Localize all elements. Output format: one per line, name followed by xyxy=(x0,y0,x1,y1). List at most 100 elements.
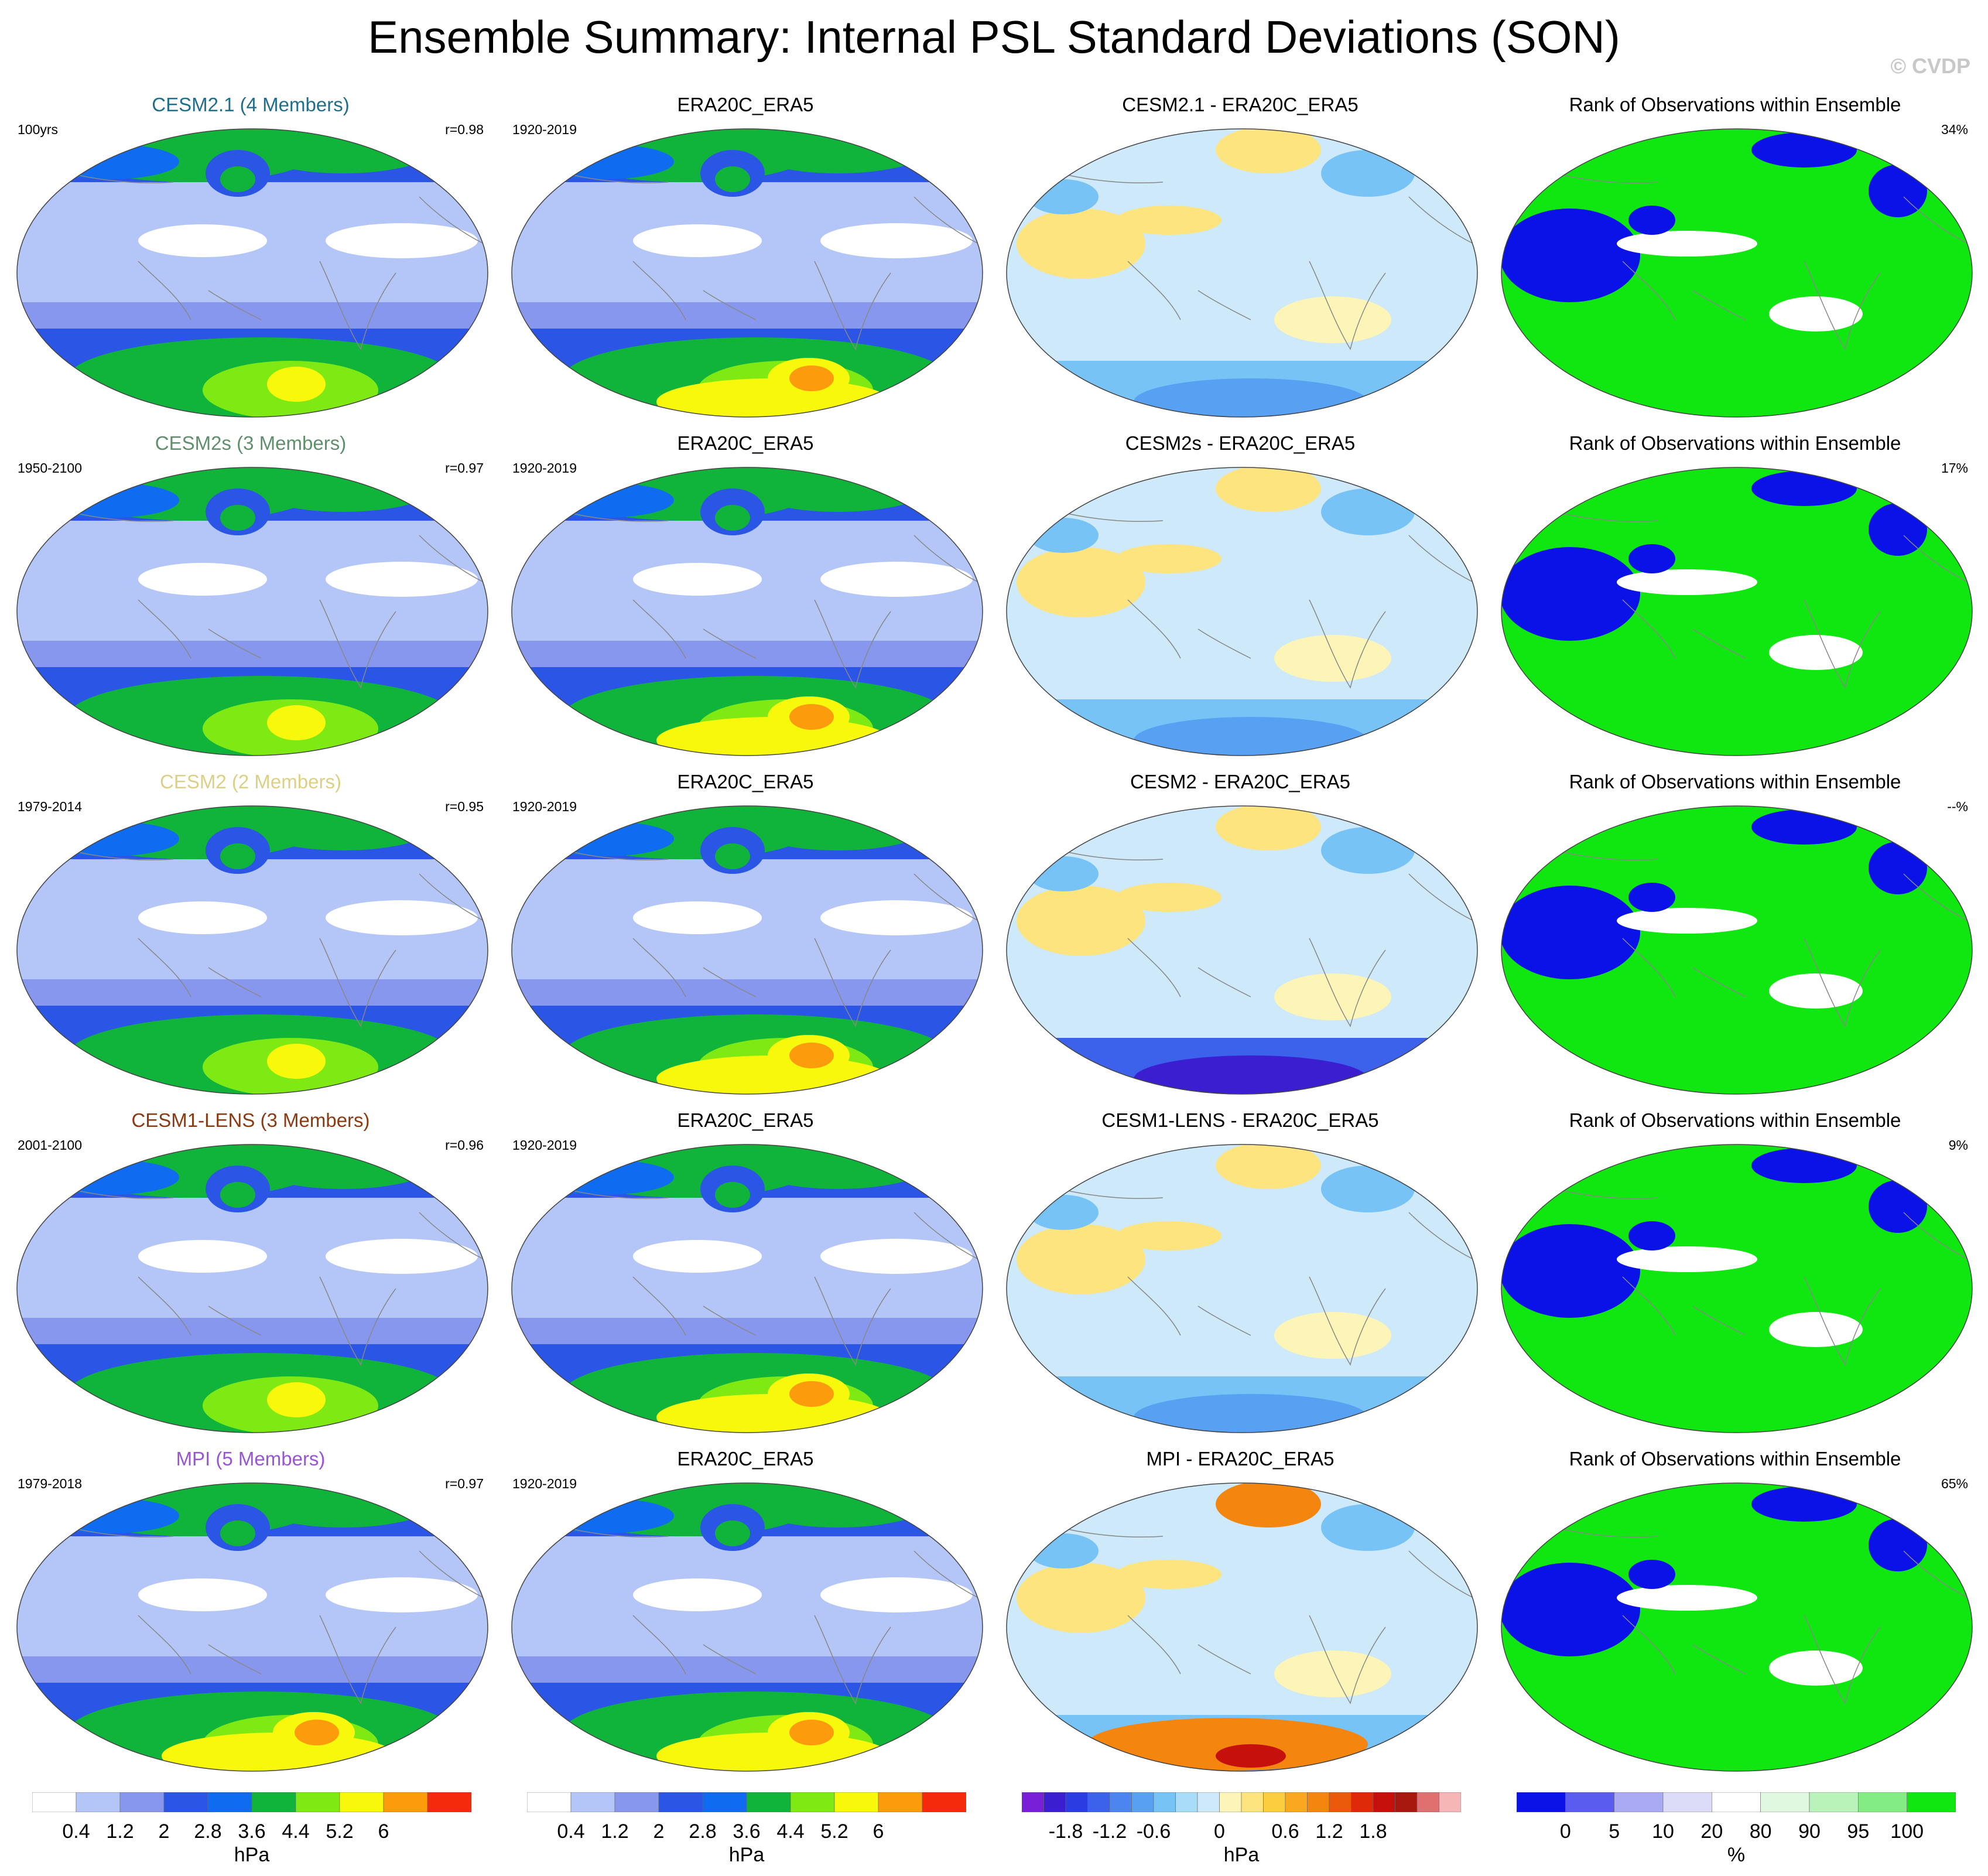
coastline-0 xyxy=(1903,1212,1969,1260)
rank-indian-ocean-low xyxy=(1501,1563,1640,1656)
std-tropical-min-west xyxy=(138,1240,267,1273)
colorbar-tick-label: 0.4 xyxy=(557,1820,585,1843)
map-border xyxy=(511,128,983,418)
map-panel-model-row2: CESM2s (3 Members) 1950-2100 r=0.97 xyxy=(5,432,497,760)
panel-title: CESM1-LENS (3 Members) xyxy=(131,1109,370,1131)
colorbar-swatch xyxy=(76,1792,121,1812)
map-panel-diff-row1: CESM2.1 - ERA20C_ERA5 xyxy=(994,94,1486,422)
std-peak-orange xyxy=(789,1381,834,1407)
map-panel-diff-row4: CESM1-LENS - ERA20C_ERA5 xyxy=(994,1109,1486,1437)
map-border xyxy=(1006,467,1478,756)
std-tropical-min-west xyxy=(633,1240,762,1273)
colorbar-swatch xyxy=(1175,1792,1198,1812)
map-panel-obs-row5: ERA20C_ERA5 1920-2019 xyxy=(499,1448,991,1776)
period-label: 1979-2018 xyxy=(18,1476,82,1491)
coastline-1 xyxy=(319,938,396,1027)
diff-arctic-anom xyxy=(1216,806,1321,850)
std-aleutian-core xyxy=(220,1520,255,1546)
map-panel-rank-row4: Rank of Observations within Ensemble 9% xyxy=(1489,1109,1981,1437)
map-panel-obs-row1: ERA20C_ERA5 1920-2019 xyxy=(499,94,991,422)
panel-title: CESM2s (3 Members) xyxy=(155,432,347,454)
coastline-3 xyxy=(1127,938,1181,997)
std-tropical-min-west xyxy=(633,1578,762,1611)
rank-indian-ocean-low xyxy=(1501,1224,1640,1318)
rank-percent-label: 34% xyxy=(1941,122,1968,137)
colorbar-obs: 0.4 1.2 2 2.8 3.6 4.4 5.2 6 hPa xyxy=(527,1792,972,1868)
map-panel-model-row5: MPI (5 Members) 1979-2018 r=0.97 xyxy=(5,1448,497,1776)
colorbar-tick-label: 0.6 xyxy=(1271,1820,1299,1843)
std-peak-orange xyxy=(789,1720,834,1745)
world-map-obs xyxy=(510,465,984,758)
diff-indian-ocean-pos xyxy=(1017,547,1145,617)
panel-title: ERA20C_ERA5 xyxy=(677,771,814,792)
std-aleutian-core xyxy=(715,1182,750,1208)
panel-title: ERA20C_ERA5 xyxy=(677,1109,814,1131)
rank-percent-label: --% xyxy=(1947,799,1968,814)
std-aleutian-core xyxy=(220,505,255,531)
std-aleutian-core xyxy=(220,843,255,869)
map-panel-obs-row3: ERA20C_ERA5 1920-2019 xyxy=(499,771,991,1099)
colorbar-swatch xyxy=(746,1792,791,1812)
coastline-4 xyxy=(1692,1306,1746,1336)
coastline-1 xyxy=(1309,1615,1386,1704)
colorbar-swatch xyxy=(1858,1792,1907,1812)
correlation-label: r=0.97 xyxy=(445,460,484,476)
colorbar-swatch xyxy=(1065,1792,1088,1812)
coastline-3 xyxy=(1622,599,1676,659)
rank-arctic-low xyxy=(1751,809,1857,845)
colorbar-unit: hPa xyxy=(1223,1844,1260,1866)
colorbar-swatch xyxy=(1614,1792,1664,1812)
colorbar-swatch xyxy=(702,1792,747,1812)
coastline-1 xyxy=(319,599,396,689)
rank-arctic-low xyxy=(1751,471,1857,506)
coastline-1 xyxy=(814,1276,891,1366)
world-map-model xyxy=(15,1481,490,1774)
diff-south-pacific-pos xyxy=(1274,1312,1391,1359)
colorbar-swatch xyxy=(1809,1792,1859,1812)
diff-tropical-pos xyxy=(1116,883,1221,912)
map-panel-rank-row5: Rank of Observations within Ensemble 65% xyxy=(1489,1448,1981,1776)
coastline-4 xyxy=(1692,1644,1746,1675)
std-tropical-min-east xyxy=(326,900,478,935)
map-border xyxy=(1006,1144,1478,1433)
coastline-3 xyxy=(1622,1615,1676,1675)
colorbar-swatch xyxy=(207,1792,252,1812)
coastline-1 xyxy=(319,261,396,350)
std-peak-yellow xyxy=(267,1382,326,1417)
cvdp-watermark: © CVDP xyxy=(1890,54,1970,78)
coastline-4 xyxy=(208,967,262,997)
colorbar-tick-label: 1.2 xyxy=(1315,1820,1343,1843)
coastline-0 xyxy=(419,1550,484,1598)
panel-title: ERA20C_ERA5 xyxy=(677,432,814,454)
map-border xyxy=(16,128,488,418)
colorbar-tick-label: 6 xyxy=(378,1820,389,1843)
std-tropical-min-west xyxy=(633,224,762,257)
correlation-label: r=0.95 xyxy=(445,799,484,814)
world-map-diff xyxy=(1005,804,1479,1096)
rank-percent-label: 17% xyxy=(1941,460,1968,476)
coastline-3 xyxy=(632,1276,686,1336)
rank-north-atlantic-low xyxy=(1869,1180,1927,1233)
world-map-rank xyxy=(1500,1142,1974,1435)
colorbar-swatch xyxy=(383,1792,428,1812)
coastline-4 xyxy=(1197,290,1251,320)
diff-mpi-peak xyxy=(1216,1744,1286,1768)
std-europe xyxy=(533,821,674,856)
rank-south-pacific-mid xyxy=(1769,973,1863,1009)
coastline-3 xyxy=(1127,599,1181,659)
diff-arctic-anom xyxy=(1216,129,1321,173)
colorbar-tick-label: 80 xyxy=(1749,1820,1772,1843)
coastline-4 xyxy=(1692,290,1746,320)
coastline-3 xyxy=(138,938,191,997)
diff-south-pacific-pos xyxy=(1274,296,1391,343)
figure-title: Ensemble Summary: Internal PSL Standard … xyxy=(368,11,1620,63)
panel-title: MPI (5 Members) xyxy=(176,1448,326,1470)
world-map-diff xyxy=(1005,465,1479,758)
world-map-model xyxy=(15,127,490,419)
panel-title: CESM1-LENS - ERA20C_ERA5 xyxy=(1101,1109,1379,1131)
colorbar-tick-label: 20 xyxy=(1700,1820,1723,1843)
colorbar-swatch xyxy=(1329,1792,1351,1812)
diff-tropical-pos xyxy=(1116,206,1221,235)
colorbar-tick-label: 2 xyxy=(158,1820,170,1843)
colorbar-swatch xyxy=(163,1792,208,1812)
